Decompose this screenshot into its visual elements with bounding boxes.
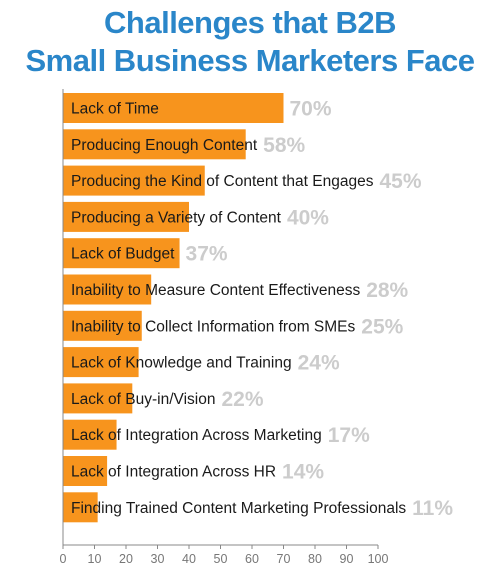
value-label: 25% — [361, 315, 403, 338]
chart-title: Challenges that B2B Small Business Marke… — [0, 4, 500, 80]
category-label: Producing the Kind of Content that Engag… — [71, 173, 374, 190]
labels-layer: Lack of Time 70% Producing Enough Content 5… — [71, 98, 453, 520]
x-tick-label: 40 — [182, 552, 196, 566]
category-label: Lack of Integration Across HR — [71, 464, 276, 481]
category-label: Lack of Time — [71, 101, 159, 118]
category-label: Lack of Integration Across Marketing — [71, 427, 322, 444]
bars-layer — [63, 93, 284, 523]
bar — [63, 201, 189, 232]
value-label: 28% — [366, 279, 408, 302]
x-tick-label: 50 — [214, 552, 228, 566]
x-tick-label: 0 — [60, 552, 67, 566]
value-label: 24% — [298, 352, 340, 375]
chart-title-line-2: Small Business Marketers Face — [25, 43, 475, 78]
category-label: Lack of Buy-in/Vision — [71, 391, 215, 408]
x-tick-label: 20 — [119, 552, 133, 566]
value-label: 17% — [328, 424, 370, 447]
bar — [63, 492, 98, 523]
value-label: 58% — [263, 134, 305, 157]
x-tick-label: 60 — [245, 552, 259, 566]
value-label: 70% — [290, 98, 332, 121]
category-label: Lack of Knowledge and Training — [71, 355, 292, 372]
bar — [63, 238, 180, 269]
value-label: 22% — [221, 388, 263, 411]
bar — [63, 165, 205, 196]
x-axis: 0 10 20 30 40 50 60 70 80 90 100 — [60, 89, 389, 566]
value-label: 14% — [282, 461, 324, 484]
x-tick-label: 10 — [88, 552, 102, 566]
bar — [63, 93, 284, 123]
value-label: 11% — [412, 497, 453, 520]
bar — [63, 347, 139, 378]
category-label: Inability to Measure Content Effectivene… — [71, 282, 360, 299]
category-label: Finding Trained Content Marketing Profes… — [71, 500, 406, 517]
bar — [63, 456, 108, 486]
x-tick-label: 30 — [151, 552, 165, 566]
value-label: 45% — [379, 170, 421, 193]
category-label: Lack of Budget — [71, 246, 175, 263]
bar — [63, 419, 117, 450]
chart-title-line-1: Challenges that B2B — [104, 5, 396, 40]
bar — [63, 310, 142, 341]
category-label: Inability to Collect Information from SM… — [71, 318, 356, 335]
category-label: Producing Enough Content — [71, 137, 258, 154]
x-tick-label: 100 — [368, 552, 389, 566]
bar — [63, 129, 246, 160]
x-tick-label: 80 — [308, 552, 322, 566]
category-label: Producing a Variety of Content — [71, 209, 282, 226]
x-tick-label: 90 — [340, 552, 354, 566]
x-tick-label: 70 — [277, 552, 291, 566]
bar — [63, 383, 133, 414]
value-label: 37% — [186, 243, 228, 266]
value-label: 40% — [287, 206, 329, 229]
bar — [63, 274, 152, 305]
